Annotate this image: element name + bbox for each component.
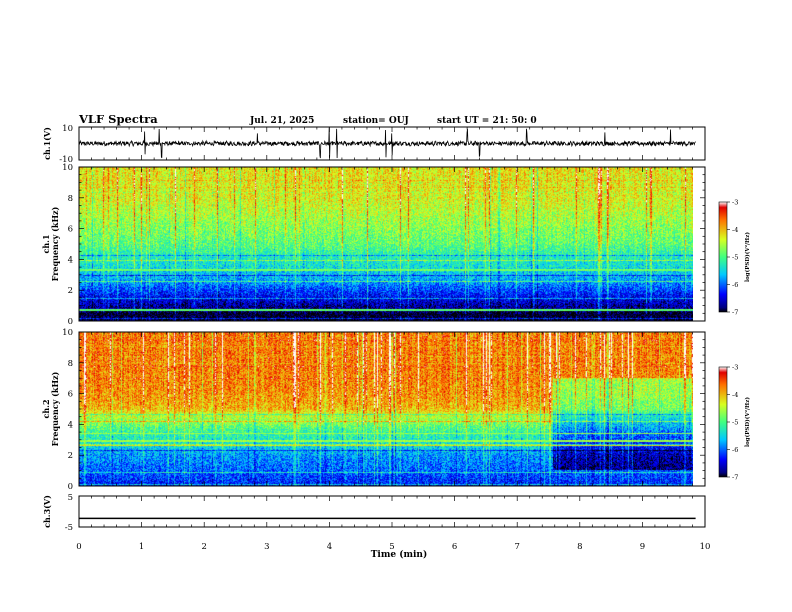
y-tick-label: 4 <box>68 420 73 430</box>
ch1-colorbar-ticks: -3 -4 -5 -6 -7 <box>727 198 738 316</box>
colorbar-tick-label: -6 <box>732 281 738 289</box>
ch1-ytick-top: 10 <box>62 124 73 134</box>
colorbar-tick-label: -4 <box>732 226 738 234</box>
y-tick-label: 0 <box>68 482 73 492</box>
x-tick-label: 0 <box>76 542 81 552</box>
ch3-ylabel: ch.3(V) <box>42 495 52 528</box>
x-tick-label: 10 <box>700 542 711 552</box>
time-axis: 0 1 2 3 4 5 6 7 8 9 10 <box>76 127 710 552</box>
y-tick-label: 2 <box>68 451 73 461</box>
colorbar-tick-label: -3 <box>732 363 738 371</box>
ch1-ytick-bottom: -10 <box>59 155 73 165</box>
x-tick-label: 9 <box>640 542 645 552</box>
x-tick-label: 2 <box>201 542 206 552</box>
y-tick-label: 6 <box>68 390 73 400</box>
colorbar-tick-label: -7 <box>732 473 738 481</box>
ch2-spectrogram-image <box>79 332 693 486</box>
y-tick-label: 4 <box>68 255 73 265</box>
ch3-ytick-bottom: -5 <box>65 523 73 533</box>
ch1-waveform-line <box>78 127 696 159</box>
x-tick-label: 3 <box>264 542 269 552</box>
colorbar-tick-label: -7 <box>732 308 738 316</box>
colorbar-tick-label: -5 <box>732 418 738 426</box>
ch1-ylabel-channel: ch.1 <box>41 234 51 253</box>
x-tick-label: 8 <box>577 542 582 552</box>
ch2-ylabel-frequency: Frequency (kHz) <box>50 371 60 446</box>
ch1-ylabel-frequency: Frequency (kHz) <box>50 206 60 281</box>
ch3-ytick-top: 5 <box>68 493 73 503</box>
start-time-label: start UT = 21: 50: 0 <box>437 116 537 126</box>
y-tick-label: 0 <box>68 317 73 327</box>
ch1-spectrogram-image <box>79 167 693 321</box>
ch2-spectrogram-ticks: 0 2 4 6 8 10 <box>62 328 705 492</box>
x-tick-label: 1 <box>139 542 144 552</box>
ch2-colorbar <box>718 366 728 478</box>
ch1-spectrogram-ticks: 0 2 4 6 8 10 <box>62 163 705 327</box>
x-tick-label: 4 <box>327 542 332 552</box>
ch2-ylabel-channel: ch.2 <box>41 399 51 418</box>
colorbar-tick-label: -5 <box>732 253 738 261</box>
colorbar-tick-label: -6 <box>732 446 738 454</box>
x-tick-label: 6 <box>452 542 457 552</box>
y-tick-label: 10 <box>62 163 73 173</box>
ch1-colorbar <box>718 201 728 313</box>
ch1-waveform-trace <box>78 127 696 159</box>
station-label: station= OUJ <box>343 116 409 126</box>
date-label: Jul. 21, 2025 <box>249 116 314 126</box>
ch1-colorbar-label: log(PSD)(V²/Hz) <box>744 232 751 282</box>
y-tick-label: 8 <box>68 194 73 204</box>
ch2-colorbar-label: log(PSD)(V²/Hz) <box>744 397 751 447</box>
time-axis-label: Time (min) <box>371 549 428 560</box>
figure-title: VLF Spectra <box>78 112 158 126</box>
colorbar-tick-label: -3 <box>732 198 738 206</box>
ch2-colorbar-ticks: -3 -4 -5 -6 -7 <box>727 363 738 481</box>
y-tick-label: 6 <box>68 225 73 235</box>
colorbar-tick-label: -4 <box>732 391 738 399</box>
y-tick-label: 8 <box>68 359 73 369</box>
y-tick-label: 2 <box>68 286 73 296</box>
ch1-ylabel: ch.1(V) <box>42 127 52 160</box>
x-tick-label: 7 <box>514 542 519 552</box>
x-tick-label: 5 <box>389 542 394 552</box>
y-tick-label: 10 <box>62 328 73 338</box>
